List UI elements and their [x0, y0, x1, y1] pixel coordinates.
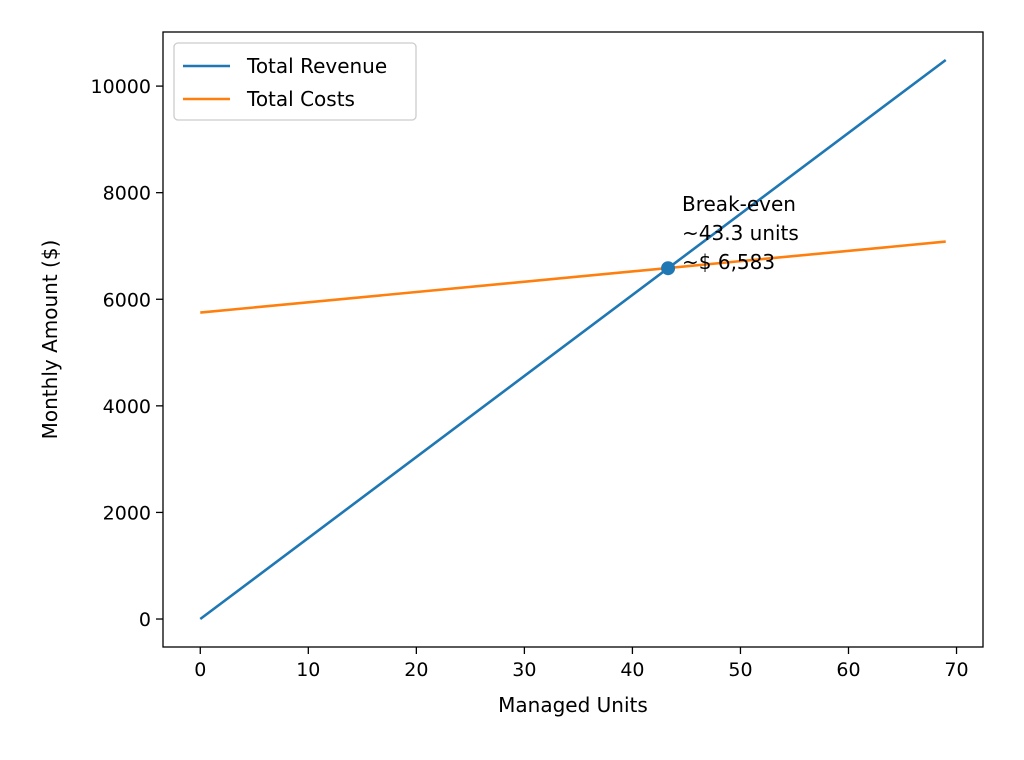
- y-tick-label: 2000: [103, 502, 151, 524]
- x-tick-label: 60: [836, 659, 860, 681]
- legend: [173, 42, 417, 121]
- x-tick-label: 30: [512, 659, 536, 681]
- x-axis-label: Managed Units: [498, 693, 648, 717]
- y-tick-label: 4000: [103, 396, 151, 418]
- break-even-annotation: ~$ 6,583: [682, 250, 775, 274]
- break-even-annotation: ~43.3 units: [682, 221, 799, 245]
- x-tick-label: 40: [620, 659, 644, 681]
- legend-label: Total Revenue: [246, 54, 387, 78]
- x-tick-label: 70: [944, 659, 968, 681]
- y-axis-label: Monthly Amount ($): [38, 240, 62, 440]
- x-tick-label: 20: [404, 659, 428, 681]
- break-even-annotation: Break-even: [682, 192, 796, 216]
- series-line-total-costs: [200, 240, 946, 314]
- break-even-point: [661, 261, 676, 276]
- x-tick-label: 0: [194, 659, 206, 681]
- y-tick-label: 6000: [103, 289, 151, 311]
- plot-frame: [162, 31, 984, 648]
- y-tick-label: 0: [139, 609, 151, 631]
- legend-label: Total Costs: [246, 87, 355, 111]
- y-tick-label: 10000: [91, 76, 151, 98]
- series-line-total-revenue: [199, 58, 947, 621]
- x-tick-label: 50: [728, 659, 752, 681]
- x-tick-label: 10: [296, 659, 320, 681]
- y-tick-label: 8000: [103, 183, 151, 205]
